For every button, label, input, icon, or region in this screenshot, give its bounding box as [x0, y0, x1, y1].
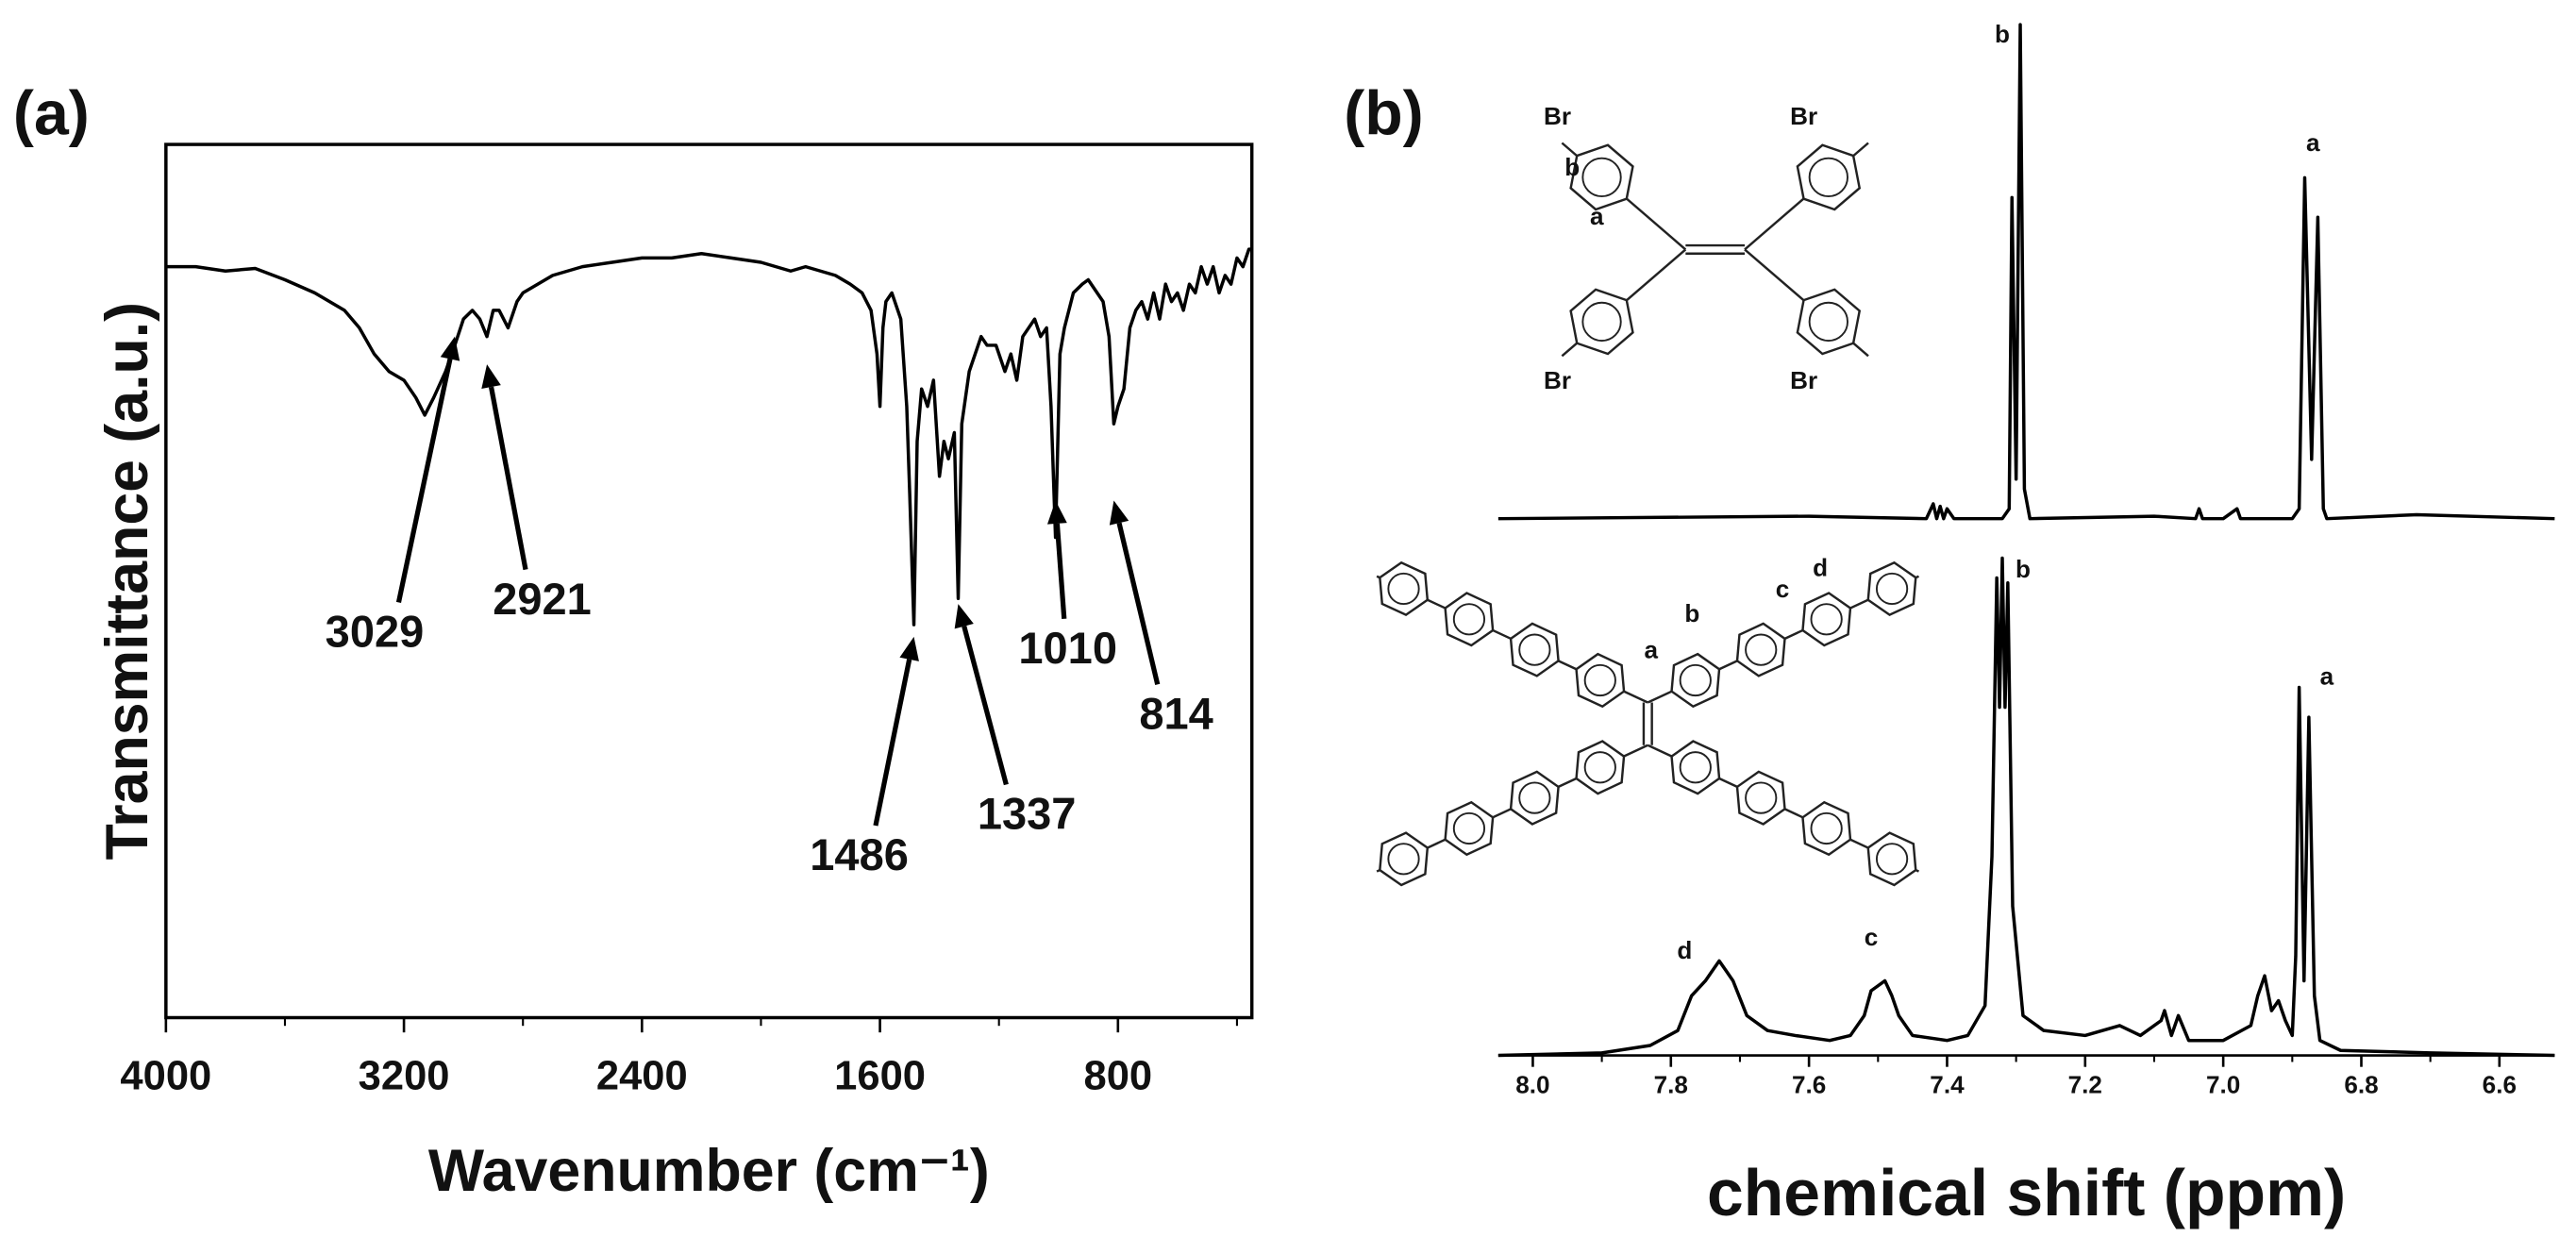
peak-label: b [1995, 20, 2010, 48]
benzene-ring-inner [1387, 572, 1420, 606]
peak-arrow [1054, 523, 1067, 619]
benzene-ring [1509, 770, 1560, 826]
peak-arrow [395, 358, 453, 603]
benzene-ring [1735, 770, 1786, 826]
peak-arrow [873, 659, 912, 827]
panel-label: (b) [1344, 79, 1423, 149]
benzene-ring-inner [1679, 751, 1712, 784]
structure-label: c [1776, 575, 1790, 603]
peak-label: 1337 [978, 789, 1077, 839]
structure-label: Br [1790, 102, 1817, 130]
benzene-ring-inner [1810, 811, 1843, 845]
peak-label: 3029 [326, 607, 425, 657]
y-axis-label: Transmittance (a.u.) [94, 302, 160, 861]
benzene-ring-inner [1581, 157, 1622, 198]
benzene-ring-inner [1518, 781, 1551, 814]
benzene-ring [1796, 288, 1862, 356]
peak-label: 2921 [493, 574, 592, 624]
structure-label: d [1813, 554, 1828, 582]
peak-label: a [2320, 661, 2334, 690]
x-tick-label: 6.8 [2344, 1070, 2378, 1098]
benzene-ring [1575, 652, 1626, 709]
benzene-ring-inner [1808, 301, 1848, 343]
benzene-ring [1569, 288, 1634, 356]
peak-arrow [488, 386, 528, 571]
peak-label: b [2016, 555, 2031, 583]
x-tick-label: 3200 [359, 1053, 450, 1098]
x-tick-label: 800 [1084, 1053, 1153, 1098]
x-axis-label: Wavenumber (cm⁻¹) [428, 1138, 990, 1204]
benzene-ring-inner [1518, 633, 1551, 666]
benzene-ring-inner [1679, 663, 1712, 697]
plot-frame [164, 142, 1254, 1020]
benzene-ring [1670, 740, 1721, 795]
peak-label: 1486 [810, 829, 909, 879]
spectrum-line [165, 247, 1252, 627]
benzene-ring-inner [1875, 843, 1909, 876]
arrow-head [954, 604, 974, 629]
benzene-ring-inner [1387, 843, 1420, 876]
benzene-ring-inner [1745, 633, 1778, 666]
x-axis-label: chemical shift (ppm) [1707, 1156, 2346, 1229]
x-tick-label: 7.8 [1654, 1070, 1688, 1098]
structure-label: Br [1790, 366, 1817, 394]
x-tick-label: 8.0 [1515, 1070, 1549, 1098]
spectrum-line [1497, 23, 2555, 521]
benzene-ring [1866, 831, 1917, 887]
arrow-head [1109, 500, 1129, 526]
benzene-ring-inner [1808, 157, 1848, 198]
arrow-head [1046, 500, 1067, 525]
benzene-ring-inner [1583, 751, 1616, 784]
panel-label: (a) [13, 79, 90, 149]
benzene-ring-inner [1810, 603, 1843, 636]
arrow-head [899, 636, 919, 661]
benzene-ring [1379, 560, 1430, 617]
x-tick-label: 7.6 [1792, 1070, 1826, 1098]
arrow-head [481, 364, 501, 390]
benzene-ring [1801, 800, 1852, 857]
peak-label: 1010 [1018, 623, 1117, 673]
benzene-ring [1444, 592, 1495, 647]
peak-label: 814 [1139, 689, 1213, 739]
arrow-head [440, 336, 460, 361]
benzene-ring [1796, 143, 1862, 211]
benzene-ring [1569, 143, 1634, 211]
peak-arrow [962, 626, 1009, 786]
benzene-ring-inner [1745, 781, 1778, 814]
benzene-ring [1801, 592, 1852, 647]
benzene-ring-inner [1581, 301, 1622, 343]
x-tick-label: 7.4 [1930, 1070, 1965, 1098]
peak-arrow [1116, 522, 1161, 685]
peak-label: c [1865, 923, 1879, 951]
benzene-ring-inner [1583, 663, 1616, 697]
benzene-ring [1509, 622, 1560, 677]
benzene-ring-inner [1452, 811, 1486, 845]
benzene-ring [1575, 740, 1626, 795]
structure-label: a [1590, 202, 1604, 230]
x-tick-label: 7.2 [2068, 1070, 2102, 1098]
peak-label: d [1677, 936, 1692, 964]
peak-label: a [2306, 128, 2320, 157]
x-tick-label: 2400 [596, 1053, 688, 1098]
benzene-ring [1735, 622, 1786, 677]
benzene-ring [1866, 560, 1917, 617]
benzene-ring [1379, 831, 1430, 887]
benzene-ring [1670, 652, 1721, 709]
x-tick-label: 1600 [834, 1053, 926, 1098]
structure-label: b [1684, 599, 1699, 627]
structure-label: b [1564, 153, 1580, 181]
benzene-ring-inner [1875, 572, 1909, 606]
benzene-ring [1444, 800, 1495, 857]
benzene-ring-inner [1452, 603, 1486, 636]
x-tick-label: 6.6 [2483, 1070, 2517, 1098]
x-tick-label: 7.0 [2206, 1070, 2240, 1098]
structure-label: a [1645, 635, 1659, 663]
x-tick-label: 4000 [120, 1053, 211, 1098]
structure-label: Br [1544, 366, 1571, 394]
structure-label: Br [1544, 102, 1571, 130]
spectrum-line [1497, 556, 2555, 1058]
